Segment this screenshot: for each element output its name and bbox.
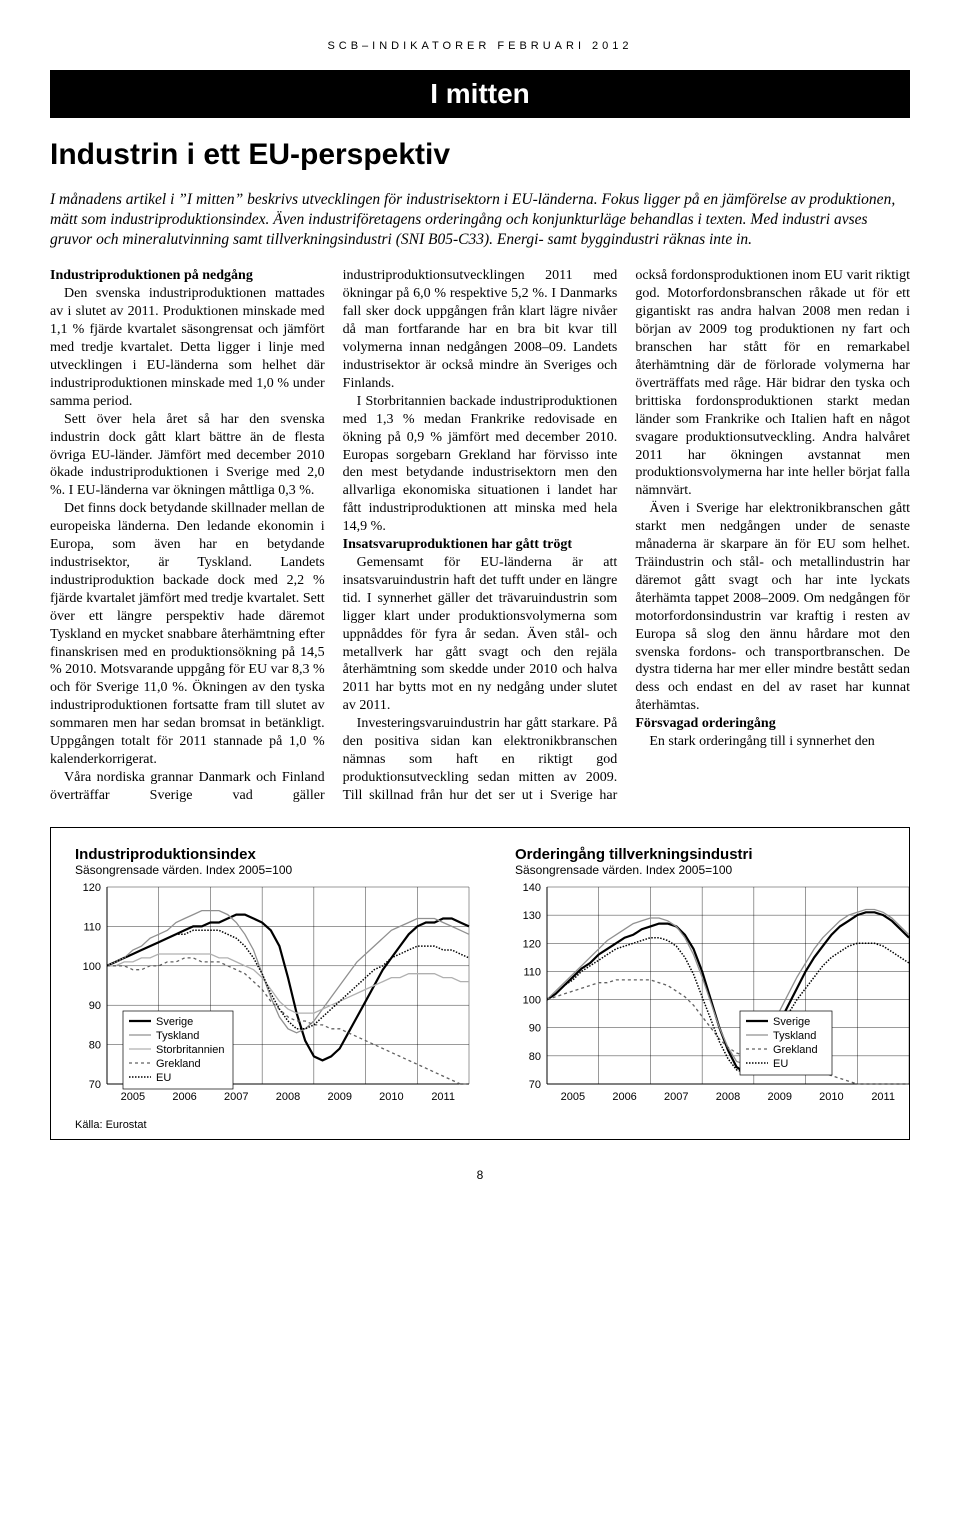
svg-text:2009: 2009	[327, 1091, 351, 1103]
svg-text:90: 90	[89, 1000, 101, 1012]
svg-text:120: 120	[83, 882, 101, 894]
svg-text:70: 70	[89, 1079, 101, 1091]
chart1-svg: 70 80 90 100 110 120 2005 2006 2007 2008 2009 2010 2…	[75, 881, 475, 1106]
svg-text:70: 70	[529, 1079, 541, 1091]
body-columns: Industriproduktionen på nedgång Den sven…	[50, 267, 910, 804]
chart1-subtitle: Säsongrensade värden. Index 2005=100	[75, 863, 475, 877]
svg-text:130: 130	[523, 910, 541, 922]
svg-text:100: 100	[523, 994, 541, 1006]
chart-source: Källa: Eurostat	[75, 1119, 475, 1131]
svg-text:2005: 2005	[121, 1091, 145, 1103]
svg-text:Sverige: Sverige	[773, 1016, 810, 1028]
svg-text:2010: 2010	[379, 1091, 403, 1103]
charts-box: Industriproduktionsindex Säsongrensade v…	[50, 827, 910, 1140]
svg-text:120: 120	[523, 938, 541, 950]
body-para: Det finns dock betydande skillnader mell…	[50, 500, 325, 769]
svg-text:Tyskland: Tyskland	[156, 1030, 199, 1042]
svg-text:2007: 2007	[224, 1091, 248, 1103]
body-para: En stark orderingång till i synnerhet de…	[635, 733, 910, 751]
svg-text:2006: 2006	[172, 1091, 196, 1103]
sub-heading-3: Försvagad orderingång	[635, 715, 910, 733]
svg-text:2010: 2010	[819, 1091, 843, 1103]
chart-left: Industriproduktionsindex Säsongrensade v…	[75, 846, 475, 1131]
chart2-subtitle: Säsongrensade värden. Index 2005=100	[515, 863, 915, 877]
section-banner: I mitten	[50, 70, 910, 118]
svg-text:2011: 2011	[871, 1091, 895, 1103]
svg-text:140: 140	[523, 882, 541, 894]
svg-text:Tyskland: Tyskland	[773, 1030, 816, 1042]
running-header: SCB–INDIKATORER FEBRUARI 2012	[50, 40, 910, 52]
chart2-svg: 70 80 90 100 110 120 130 140 2005 2006 2007 2008 200…	[515, 881, 915, 1106]
svg-text:100: 100	[83, 960, 101, 972]
body-para: Sett över hela året så har den svenska i…	[50, 411, 325, 501]
page-number: 8	[50, 1168, 910, 1182]
sub-heading-2: Insatsvaruproduktionen har gått trögt	[343, 536, 618, 554]
svg-text:Storbritannien: Storbritannien	[156, 1044, 225, 1056]
svg-text:80: 80	[529, 1051, 541, 1063]
svg-text:2011: 2011	[431, 1091, 455, 1103]
body-para: Den svenska industriproduktionen mattade…	[50, 285, 325, 410]
article-title: Industrin i ett EU-perspektiv	[50, 138, 910, 172]
sub-heading-1: Industriproduktionen på nedgång	[50, 267, 325, 285]
svg-text:90: 90	[529, 1022, 541, 1034]
lead-paragraph: I månadens artikel i ”I mitten” beskrivs…	[50, 190, 910, 249]
svg-text:2008: 2008	[716, 1091, 740, 1103]
svg-text:2008: 2008	[276, 1091, 300, 1103]
svg-text:2006: 2006	[612, 1091, 636, 1103]
chart1-title: Industriproduktionsindex	[75, 846, 475, 863]
svg-text:2007: 2007	[664, 1091, 688, 1103]
svg-text:110: 110	[83, 921, 101, 933]
svg-text:Sverige: Sverige	[156, 1016, 193, 1028]
body-para: I Storbritannien backade industriprodukt…	[343, 393, 618, 536]
body-para: Gemensamt för EU-länderna är att insatsv…	[343, 554, 618, 715]
svg-text:EU: EU	[156, 1072, 171, 1084]
body-para: Även i Sverige har elektronikbranschen g…	[635, 500, 910, 715]
svg-text:2009: 2009	[767, 1091, 791, 1103]
svg-text:110: 110	[523, 966, 541, 978]
svg-text:2005: 2005	[561, 1091, 585, 1103]
svg-text:Grekland: Grekland	[773, 1044, 818, 1056]
svg-text:EU: EU	[773, 1058, 788, 1070]
chart-right: Orderingång tillverkningsindustri Säsong…	[515, 846, 915, 1131]
chart2-title: Orderingång tillverkningsindustri	[515, 846, 915, 863]
svg-text:80: 80	[89, 1039, 101, 1051]
svg-text:Grekland: Grekland	[156, 1058, 201, 1070]
